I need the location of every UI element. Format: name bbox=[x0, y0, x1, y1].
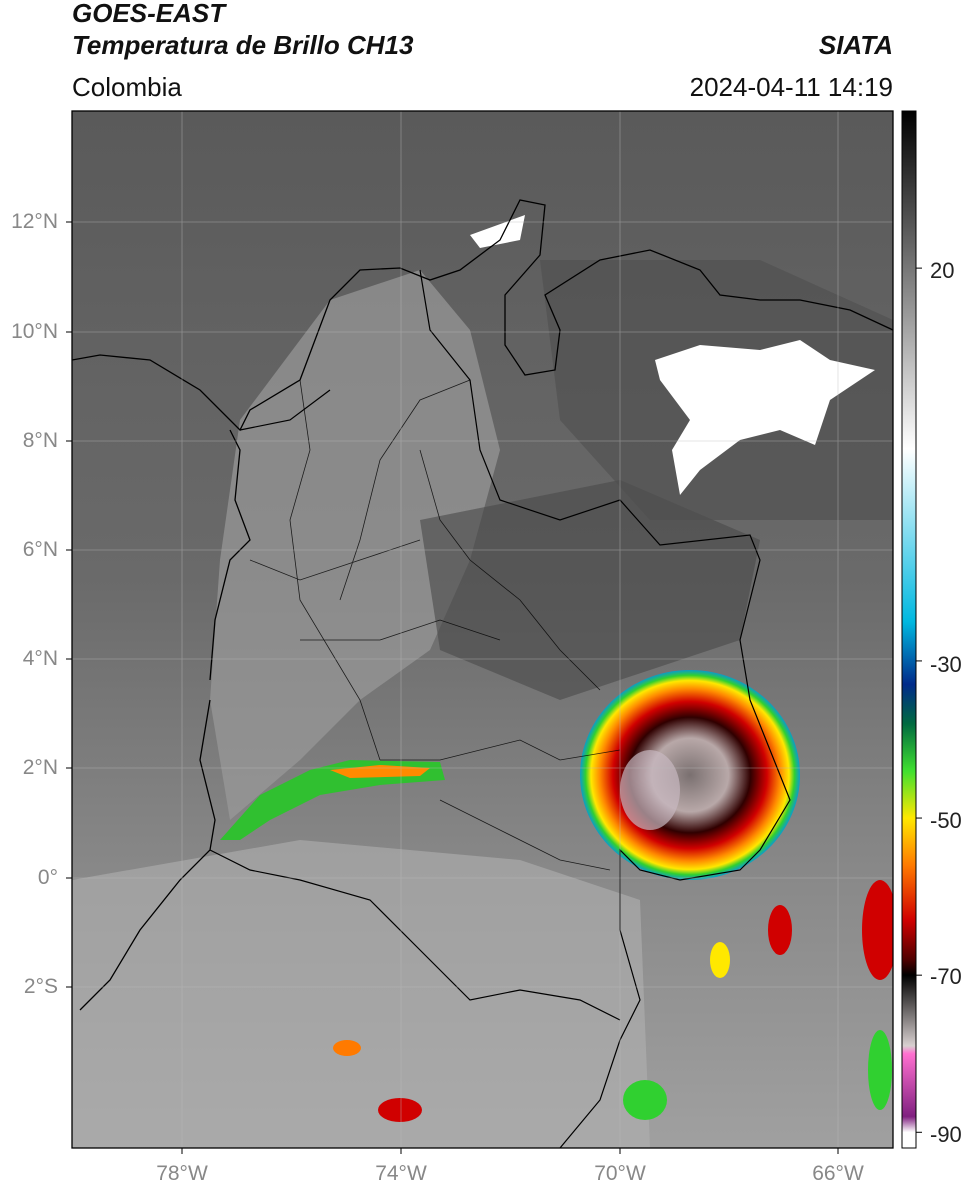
colombia-border bbox=[239, 269, 791, 1148]
org-label: SIATA bbox=[818, 30, 893, 60]
andes-region bbox=[210, 270, 500, 820]
lat-label-6n: 6°N bbox=[22, 538, 58, 561]
pacific-coast bbox=[79, 429, 251, 1011]
cell-7 bbox=[710, 942, 730, 978]
lat-label-2n: 2°N bbox=[22, 756, 58, 779]
cell-3 bbox=[623, 1080, 667, 1120]
lon-label-74w: 74°W bbox=[375, 1162, 427, 1185]
colorbar-tick-minus70: -70 bbox=[930, 964, 962, 989]
region-label: Colombia bbox=[72, 72, 182, 102]
cell-2 bbox=[378, 1098, 422, 1122]
cold-cloud-guajira bbox=[470, 215, 525, 248]
graticule bbox=[72, 111, 893, 1148]
lon-label-70w: 70°W bbox=[594, 1162, 646, 1185]
satellite-title: GOES-EAST bbox=[72, 0, 226, 28]
lat-label-2s: 2°S bbox=[23, 975, 58, 998]
datetime-label: 2024-04-11 14:19 bbox=[689, 72, 893, 102]
product-title: Temperatura de Brillo CH13 bbox=[72, 30, 414, 60]
llanos-region bbox=[420, 480, 760, 700]
lon-label-66w: 66°W bbox=[812, 1162, 864, 1185]
storm-core bbox=[620, 750, 680, 830]
colorbar-tick-minus30: -30 bbox=[930, 652, 962, 677]
internal-borders bbox=[249, 379, 621, 871]
cell-1 bbox=[333, 1040, 361, 1056]
cold-cloud-venezuela bbox=[655, 340, 875, 495]
lon-label-78w: 78°W bbox=[156, 1162, 208, 1185]
south-border bbox=[209, 849, 621, 1021]
cell-4 bbox=[768, 905, 792, 955]
lat-label-10n: 10°N bbox=[11, 320, 58, 343]
colorbar-tick-minus90: -90 bbox=[930, 1122, 962, 1147]
lat-label-12n: 12°N bbox=[11, 210, 58, 233]
cell-5 bbox=[862, 880, 893, 980]
colorbar bbox=[901, 110, 922, 1149]
storm-outer bbox=[580, 670, 800, 880]
convective-band bbox=[220, 760, 445, 840]
colorbar-gradient bbox=[901, 110, 917, 1149]
map-frame bbox=[71, 110, 894, 1149]
coastline bbox=[72, 199, 893, 432]
lat-label-0: 0° bbox=[37, 866, 58, 889]
cell-6 bbox=[868, 1030, 892, 1110]
amazon-region bbox=[72, 840, 650, 1148]
lat-label-8n: 8°N bbox=[22, 429, 58, 452]
lat-label-4n: 4°N bbox=[22, 647, 58, 670]
colorbar-tick-minus50: -50 bbox=[930, 808, 962, 833]
colorbar-tick-20: 20 bbox=[930, 258, 955, 283]
